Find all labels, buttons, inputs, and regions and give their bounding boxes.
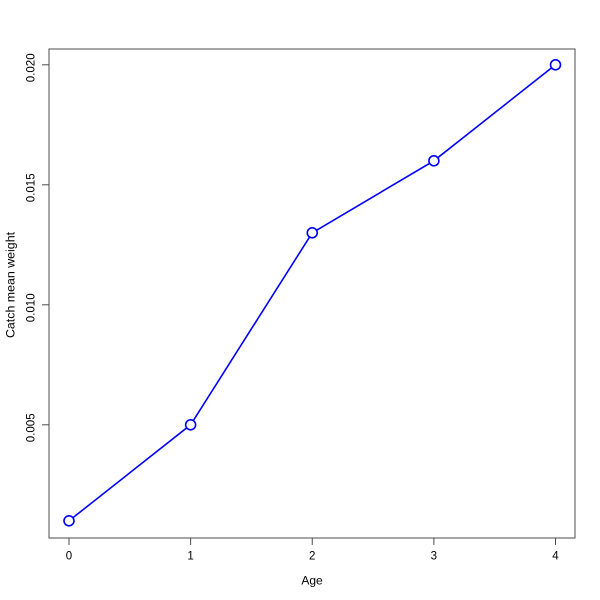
svg-text:0.020: 0.020 — [26, 53, 38, 82]
svg-text:1: 1 — [187, 551, 193, 563]
svg-text:0: 0 — [66, 551, 72, 563]
svg-text:0.010: 0.010 — [26, 293, 38, 322]
svg-text:2: 2 — [309, 551, 315, 563]
svg-text:0.005: 0.005 — [26, 413, 38, 442]
svg-text:3: 3 — [431, 551, 437, 563]
svg-text:4: 4 — [552, 551, 559, 563]
svg-text:0.015: 0.015 — [26, 173, 38, 202]
svg-text:Age: Age — [301, 574, 323, 588]
svg-text:Catch mean weight: Catch mean weight — [4, 231, 18, 338]
